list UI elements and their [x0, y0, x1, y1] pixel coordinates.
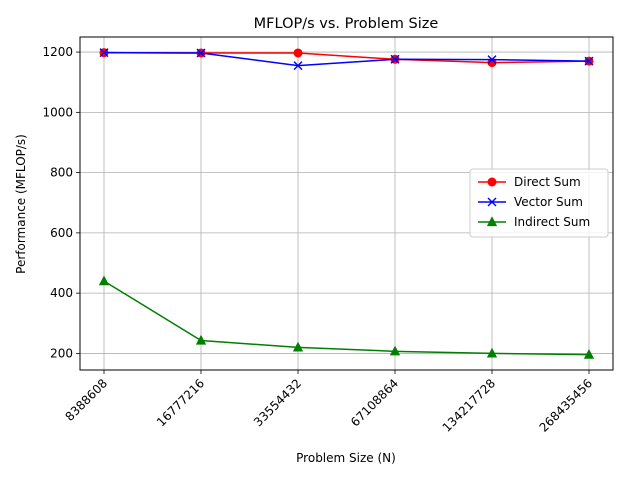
- legend-box: [469, 168, 609, 238]
- legend-entry: Indirect Sum: [478, 215, 590, 229]
- data-point: [584, 56, 594, 66]
- data-point: [583, 348, 595, 359]
- y-tick-label: 800: [50, 166, 73, 180]
- legend-label: Vector Sum: [514, 195, 583, 209]
- plot-frame: [79, 36, 614, 371]
- series-2: [98, 275, 595, 359]
- y-tick-label: 200: [50, 346, 73, 360]
- legend: Direct Sum Vector Sum Indirect Sum: [469, 168, 609, 238]
- data-point: [390, 54, 400, 64]
- legend-marker: [487, 197, 497, 207]
- data-point: [196, 48, 206, 58]
- legend-entry: Vector Sum: [478, 195, 583, 209]
- series-line: [103, 51, 590, 67]
- legend-marker: [487, 177, 497, 187]
- data-point: [293, 48, 303, 58]
- y-tick-label: 600: [50, 226, 73, 240]
- data-point: [389, 345, 401, 356]
- legend-entry: Direct Sum: [478, 175, 581, 189]
- series-1: [99, 48, 594, 71]
- legend-marker: [486, 216, 498, 227]
- y-axis-label: Performance (MFLOP/s): [14, 134, 28, 274]
- y-tick-label: 400: [50, 286, 73, 300]
- legend-label: Direct Sum: [514, 175, 581, 189]
- data-point: [195, 334, 207, 345]
- data-point: [98, 275, 110, 286]
- data-point: [99, 48, 109, 58]
- legend-label: Indirect Sum: [514, 215, 590, 229]
- series-layer: [98, 48, 595, 359]
- data-point: [293, 61, 303, 71]
- series-line: [103, 280, 590, 356]
- chart-title: MFLOP/s vs. Problem Size: [254, 16, 439, 32]
- data-point: [486, 347, 498, 358]
- data-point: [292, 341, 304, 352]
- data-point: [487, 55, 497, 65]
- y-tick-label: 1000: [42, 105, 73, 119]
- y-tick-label: 1200: [42, 45, 73, 59]
- x-axis-label: Problem Size (N): [296, 451, 396, 465]
